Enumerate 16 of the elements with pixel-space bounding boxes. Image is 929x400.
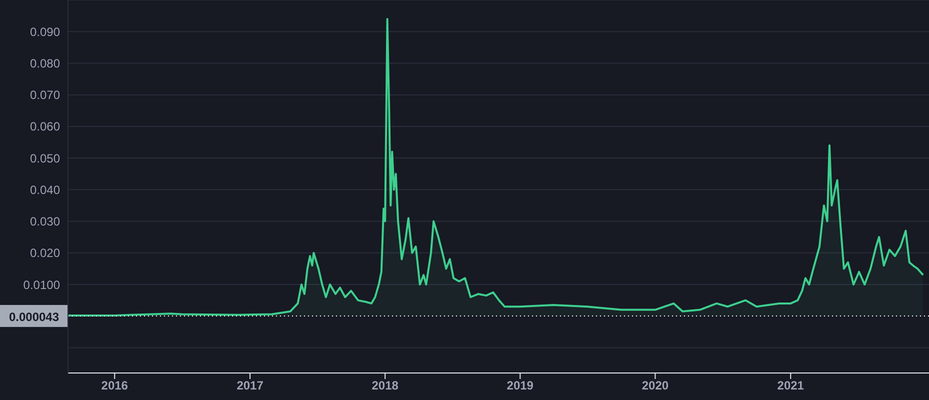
- y-tick-label: 0.050: [30, 151, 60, 166]
- x-tick-label: 2021: [777, 378, 804, 393]
- x-tick-label: 2018: [372, 378, 399, 393]
- y-tick-label: 0.060: [30, 120, 60, 134]
- y-tick-label: 0.070: [30, 88, 60, 102]
- x-tick-label: 2020: [642, 378, 669, 393]
- y-tick-label: 0.030: [30, 214, 60, 229]
- ref-line-label: 0.000043: [8, 310, 60, 324]
- y-tick-label: 0.090: [30, 24, 60, 39]
- y-tick-label: 0.020: [30, 246, 60, 260]
- x-tick-label: 2017: [236, 378, 264, 393]
- x-tick-label: 2016: [101, 378, 128, 393]
- y-tick-label: 0.040: [30, 182, 60, 197]
- y-tick-label: 0.0100: [23, 278, 60, 292]
- x-tick-label: 2019: [506, 378, 534, 393]
- y-tick-label: 0.080: [30, 56, 60, 70]
